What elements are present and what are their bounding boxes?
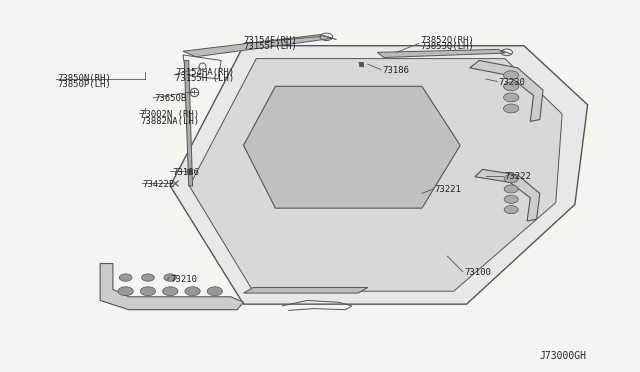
Circle shape (164, 274, 177, 281)
Polygon shape (244, 86, 460, 208)
Circle shape (207, 287, 223, 296)
Text: 73850N(RH): 73850N(RH) (58, 74, 111, 83)
Text: 73882NA(LH): 73882NA(LH) (140, 116, 200, 125)
Circle shape (118, 287, 133, 296)
Circle shape (504, 195, 518, 203)
Text: 73154HA(RH): 73154HA(RH) (175, 68, 234, 77)
Text: 73210: 73210 (170, 275, 197, 283)
Circle shape (504, 185, 518, 193)
Text: 73154F(RH): 73154F(RH) (244, 36, 298, 45)
Circle shape (504, 93, 519, 102)
Text: 73186: 73186 (383, 66, 410, 75)
Text: 73850P(LH): 73850P(LH) (58, 80, 111, 89)
Circle shape (504, 174, 518, 183)
Text: 73100: 73100 (464, 268, 491, 277)
Text: 73650B: 73650B (154, 94, 187, 103)
Polygon shape (184, 61, 193, 186)
Text: 73221: 73221 (435, 185, 461, 194)
Circle shape (141, 274, 154, 281)
Text: 73230: 73230 (499, 78, 525, 87)
Circle shape (140, 287, 156, 296)
Circle shape (504, 206, 518, 214)
Text: 73002N (RH): 73002N (RH) (140, 110, 200, 119)
Text: 73155H (LH): 73155H (LH) (175, 74, 234, 83)
Polygon shape (100, 263, 244, 310)
Text: 73852Q(RH): 73852Q(RH) (420, 36, 474, 45)
Polygon shape (183, 35, 333, 57)
Polygon shape (189, 59, 562, 291)
Text: 73186: 73186 (172, 168, 199, 177)
Polygon shape (475, 169, 540, 221)
Polygon shape (470, 61, 543, 121)
Circle shape (119, 274, 132, 281)
Circle shape (504, 82, 519, 91)
Polygon shape (170, 46, 588, 304)
Text: 73155F(LH): 73155F(LH) (244, 42, 298, 51)
Text: 73853Q(LH): 73853Q(LH) (420, 42, 474, 51)
Text: J73000GH: J73000GH (540, 351, 587, 361)
Circle shape (504, 71, 519, 80)
Circle shape (163, 287, 178, 296)
Circle shape (185, 287, 200, 296)
Text: 73422E: 73422E (143, 180, 175, 189)
Circle shape (504, 104, 519, 113)
Text: 73222: 73222 (505, 172, 532, 181)
Polygon shape (378, 49, 505, 58)
Polygon shape (244, 288, 368, 293)
